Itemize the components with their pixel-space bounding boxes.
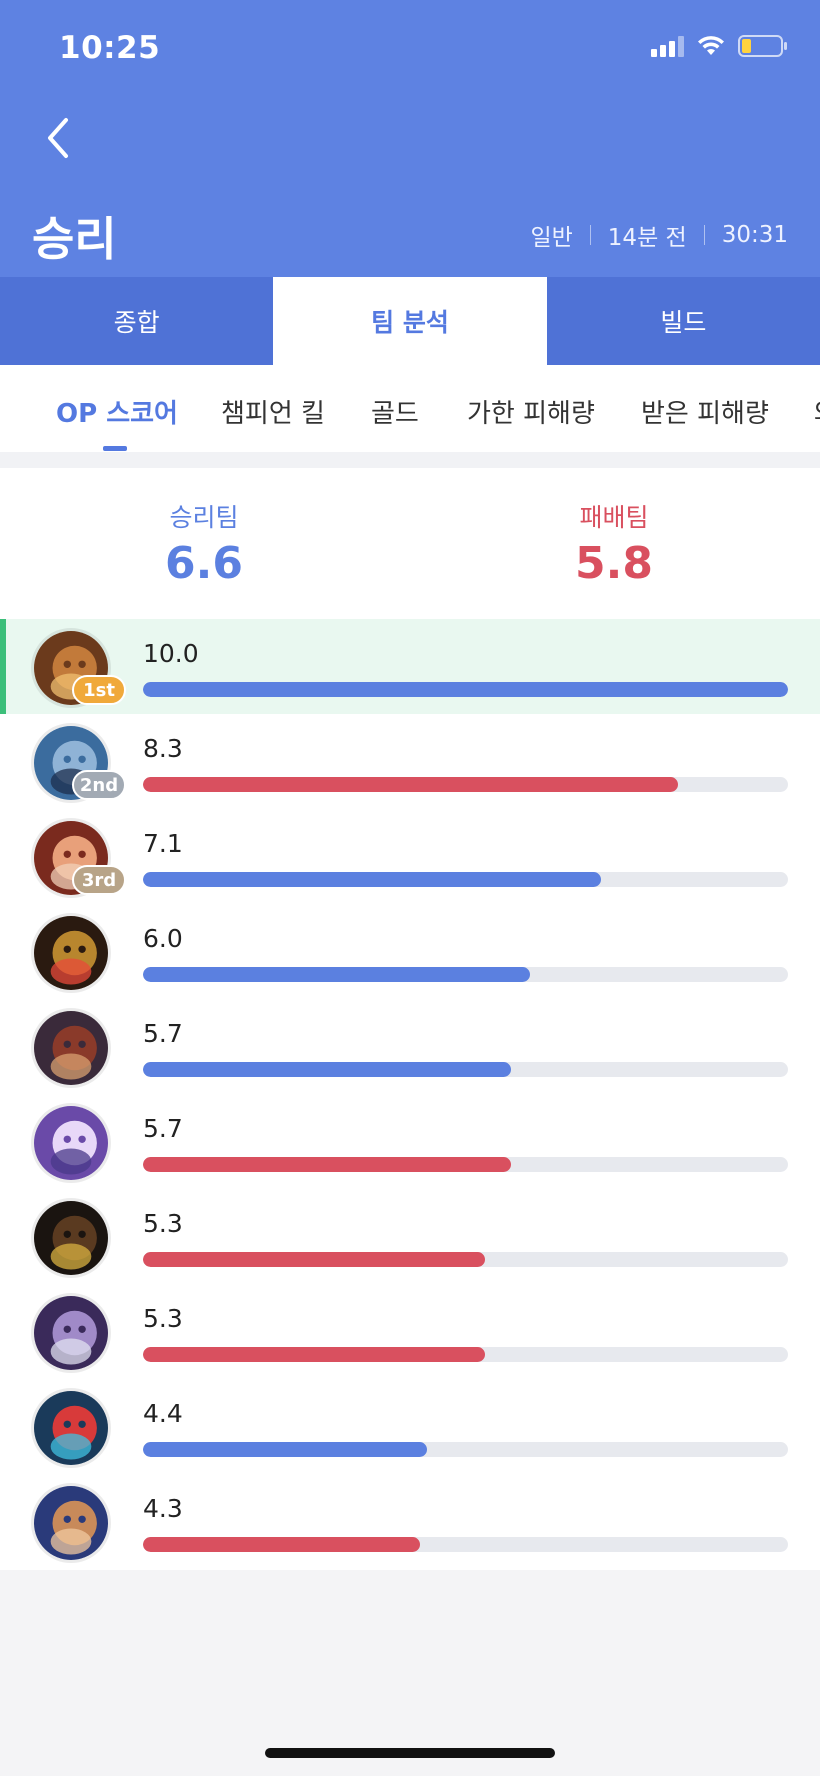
game-duration: 30:31	[721, 222, 788, 248]
status-icons	[651, 34, 788, 58]
score-bar-fill	[143, 1062, 511, 1077]
tab-overview[interactable]: 종합	[113, 308, 160, 337]
score-bar-track	[143, 872, 788, 887]
player-op-score: 4.3	[143, 1494, 183, 1523]
score-bar-fill	[143, 1252, 485, 1267]
meta-divider	[589, 225, 591, 245]
subtab-op-score[interactable]: OP 스코어	[56, 399, 178, 429]
wifi-icon	[698, 36, 724, 55]
player-op-score: 5.7	[143, 1114, 183, 1143]
player-op-score: 8.3	[143, 734, 183, 763]
champion-portrait-purple	[31, 1293, 111, 1373]
winning-team-label: 승리팀	[169, 503, 239, 532]
time-ago: 14분 전	[607, 225, 687, 251]
meta-divider	[703, 225, 705, 245]
section-divider	[0, 452, 820, 468]
player-row[interactable]: 5.3	[0, 1189, 820, 1284]
champion-portrait-dark	[31, 1198, 111, 1278]
rank-badge: 2nd	[72, 770, 126, 800]
player-op-score: 5.3	[143, 1209, 183, 1238]
rank-badge: 1st	[72, 675, 126, 705]
player-row[interactable]: 5.7	[0, 999, 820, 1094]
player-row[interactable]: 5.7	[0, 1094, 820, 1189]
champion-portrait-monkey	[31, 1008, 111, 1088]
score-bar-track	[143, 1442, 788, 1457]
tab-team-analysis[interactable]: 팀 분석	[273, 277, 547, 365]
team-scores: 승리팀 6.6 패배팀 5.8	[0, 468, 820, 618]
player-op-score: 7.1	[143, 829, 183, 858]
score-bar-fill	[143, 872, 601, 887]
match-meta: 일반 14분 전 30:31	[530, 218, 788, 252]
player-row[interactable]: 1st 10.0	[0, 619, 820, 714]
score-bar-fill	[143, 1157, 511, 1172]
player-op-score: 5.7	[143, 1019, 183, 1048]
subtab-more[interactable]: 와	[814, 393, 820, 430]
score-bar-track	[143, 967, 788, 982]
score-bar-track	[143, 1537, 788, 1552]
score-bar-track	[143, 1157, 788, 1172]
player-row[interactable]: 4.4	[0, 1379, 820, 1474]
losing-team-score: 패배팀 5.8	[514, 498, 714, 589]
champion-portrait-yordle	[31, 1103, 111, 1183]
score-bar-track	[143, 1252, 788, 1267]
player-op-score: 4.4	[143, 1399, 183, 1428]
player-score-list: 1st 10.0 2nd 8.3 3rd 7.1 6.0 5.7 5.7 5.3 5.3 4.4 4.3	[0, 618, 820, 1570]
score-bar-fill	[143, 967, 530, 982]
subtab-gold[interactable]: 골드	[371, 399, 419, 429]
subtab-champion-kills[interactable]: 챔피언 킬	[221, 399, 325, 429]
battery-icon	[738, 35, 787, 57]
subtab-active-indicator	[103, 446, 127, 451]
champion-portrait-warrior	[31, 1483, 111, 1563]
player-row[interactable]: 2nd 8.3	[0, 714, 820, 809]
champion-portrait-red-blue	[31, 1388, 111, 1468]
player-row[interactable]: 5.3	[0, 1284, 820, 1379]
score-bar-track	[143, 1347, 788, 1362]
score-bar-fill	[143, 682, 788, 697]
rank-badge: 3rd	[72, 865, 126, 895]
losing-team-label: 패배팀	[579, 503, 649, 532]
home-indicator	[265, 1748, 555, 1758]
player-row[interactable]: 6.0	[0, 904, 820, 999]
subtab-damage-taken[interactable]: 받은 피해량	[641, 399, 769, 429]
score-bar-track	[143, 777, 788, 792]
app-header: 10:25 승리 일반 14분 전 30:31	[0, 0, 820, 277]
score-bar-fill	[143, 777, 679, 792]
page-title: 승리	[32, 212, 117, 266]
score-bar-fill	[143, 1537, 421, 1552]
player-op-score: 10.0	[143, 639, 199, 668]
tab-build[interactable]: 빌드	[660, 308, 707, 337]
player-op-score: 6.0	[143, 924, 183, 953]
main-tabs: 종합 팀 분석 빌드	[0, 277, 820, 365]
game-mode: 일반	[530, 225, 573, 251]
score-bar-track	[143, 1062, 788, 1077]
player-row[interactable]: 3rd 7.1	[0, 809, 820, 904]
cellular-signal-icon	[651, 35, 684, 57]
score-bar-fill	[143, 1442, 427, 1457]
sub-tabs: OP 스코어 챔피언 킬 골드 가한 피해량 받은 피해량 와	[0, 365, 820, 452]
player-op-score: 5.3	[143, 1304, 183, 1333]
status-time: 10:25	[59, 30, 161, 66]
subtab-damage-dealt[interactable]: 가한 피해량	[467, 399, 595, 429]
losing-team-value: 5.8	[575, 538, 653, 589]
score-bar-fill	[143, 1347, 485, 1362]
back-chevron-icon[interactable]	[40, 112, 80, 164]
winning-team-value: 6.6	[165, 538, 243, 589]
score-bar-track	[143, 682, 788, 697]
player-row[interactable]: 4.3	[0, 1474, 820, 1569]
winning-team-score: 승리팀 6.6	[104, 498, 304, 589]
champion-portrait-beast	[31, 913, 111, 993]
